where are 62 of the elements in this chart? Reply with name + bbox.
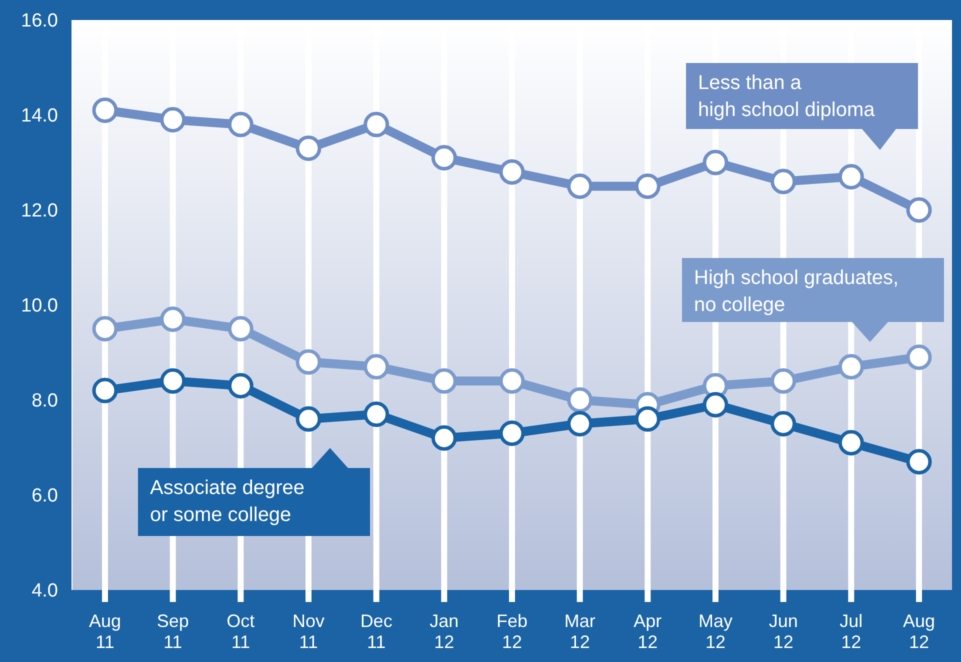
x-tick-label: Nov 11 <box>292 611 325 652</box>
point <box>770 368 796 394</box>
point <box>634 406 660 432</box>
point <box>228 112 254 138</box>
x-tick-label: Dec 11 <box>360 611 392 652</box>
x-tick-label: May 12 <box>698 611 733 652</box>
point <box>160 107 186 132</box>
x-tick-label: Sep 11 <box>156 611 189 652</box>
y-tick-label: 4.0 <box>32 580 58 602</box>
point <box>92 316 118 342</box>
callout-box: Less than a high school diploma <box>686 63 918 150</box>
point <box>160 368 186 394</box>
point <box>364 402 390 427</box>
x-tick-label: Mar 12 <box>564 611 596 652</box>
x-tick-label: Feb 12 <box>496 611 528 652</box>
callout-box: High school graduates, no college <box>682 258 944 342</box>
point <box>702 150 728 176</box>
point <box>296 136 322 161</box>
x-tick-label: Jul 12 <box>840 611 863 652</box>
point <box>702 392 728 418</box>
point <box>838 164 864 190</box>
series-label: Less than a high school diploma <box>698 72 876 121</box>
x-tick-label: Aug 11 <box>88 611 122 652</box>
point <box>228 373 254 398</box>
y-tick-label: 16.0 <box>21 10 58 32</box>
point <box>838 430 864 456</box>
point <box>499 368 525 394</box>
callout-box: Associate degree or some college <box>138 448 370 536</box>
point <box>499 420 525 446</box>
x-tick-label: Jan 12 <box>430 611 459 652</box>
y-tick-label: 6.0 <box>32 486 58 507</box>
point <box>296 406 322 432</box>
point <box>431 145 457 170</box>
point <box>431 425 457 451</box>
point <box>92 98 118 123</box>
point <box>296 349 322 375</box>
point <box>228 316 254 342</box>
point <box>906 197 932 223</box>
x-tick-label: Jun 12 <box>768 611 798 652</box>
x-tick-label: Apr 12 <box>634 611 662 652</box>
point <box>499 159 525 185</box>
point <box>160 306 186 332</box>
point <box>567 387 593 413</box>
point <box>770 411 796 436</box>
point <box>364 112 390 138</box>
point <box>431 368 457 394</box>
y-tick-label: 10.0 <box>21 296 58 317</box>
point <box>906 344 932 370</box>
point <box>364 354 390 380</box>
point <box>92 378 118 404</box>
series-label: High school graduates, no college <box>694 267 899 316</box>
point <box>634 174 660 199</box>
point <box>770 168 796 194</box>
x-tick-label: Oct 11 <box>226 611 255 652</box>
point <box>906 449 932 474</box>
x-tick-label: Aug 12 <box>902 611 936 652</box>
point <box>838 354 864 380</box>
point <box>567 174 593 199</box>
point <box>567 411 593 436</box>
y-tick-label: 12.0 <box>21 200 58 222</box>
y-tick-label: 14.0 <box>21 106 58 127</box>
y-tick-label: 8.0 <box>32 390 58 412</box>
